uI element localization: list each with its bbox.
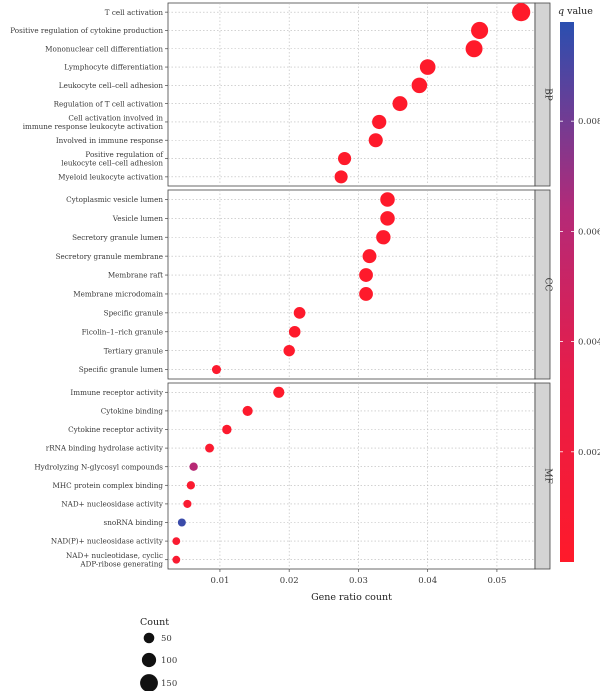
facet-strip (534, 382, 551, 570)
category-label: Membrane raft (108, 271, 163, 280)
data-point (372, 114, 387, 130)
data-point (411, 77, 428, 94)
data-point (359, 287, 373, 301)
category-label: Regulation of T cell activation (54, 99, 164, 108)
category-label: Hydrolyzing N-glycosyl compounds (34, 462, 163, 471)
category-label: Positive regulation of cytokine producti… (10, 26, 163, 35)
category-label: Leukocyte cell–cell adhesion (59, 81, 164, 90)
facet-strip-label: BP (543, 88, 553, 101)
category-label: Involved in immune response (56, 136, 163, 145)
facet-strip (534, 189, 551, 380)
data-point (273, 386, 285, 398)
data-point (293, 307, 306, 319)
category-label: Immune receptor activity (70, 388, 164, 397)
data-point (419, 59, 436, 75)
category-label: Myeloid leukocyte activation (58, 172, 163, 181)
data-point (242, 405, 253, 416)
facet-panel-cc: Cytoplasmic vesicle lumen Vesicle lumen Se… (56, 189, 553, 380)
data-point (222, 424, 232, 435)
data-point (172, 537, 181, 545)
x-tick-label: 0.03 (349, 576, 368, 586)
data-point (288, 325, 301, 338)
category-label: Membrane microdomain (73, 290, 163, 299)
facet-panels: T cell activation Positive regulation of … (10, 2, 553, 570)
data-point (471, 21, 489, 40)
colorbar-tick-label: 0.008 (578, 117, 600, 127)
data-point (380, 192, 395, 207)
category-label: Cytoplasmic vesicle lumen (66, 195, 163, 204)
category-label: T cell activation (105, 8, 164, 17)
data-point (183, 499, 192, 508)
data-point (338, 151, 352, 166)
data-point (380, 211, 395, 226)
category-label: Cytokine binding (101, 407, 164, 416)
colorbar-tick-label: 0.006 (578, 227, 600, 237)
category-label: Secretory granule membrane (56, 252, 163, 261)
category-label: snoRNA binding (104, 518, 164, 527)
category-label: Lymphocyte differentiation (64, 63, 163, 72)
category-label: Specific granule lumen (79, 365, 164, 374)
category-label: Vesicle lumen (112, 214, 164, 223)
facet-strip-label: MF (543, 468, 553, 483)
x-tick-label: 0.02 (280, 576, 299, 586)
colorbar-tick-label: 0.004 (578, 338, 600, 348)
q-value-colorbar: q value 0.002 0.004 0.006 0.008 (558, 6, 600, 562)
category-label: Mononuclear cell differentiation (45, 44, 163, 53)
data-point (211, 365, 222, 375)
x-tick-label: 0.04 (418, 576, 437, 586)
facet-strip-label: CC (543, 278, 553, 292)
facet-strip (534, 2, 551, 187)
size-legend-dot (141, 652, 157, 668)
size-legend-label: 150 (161, 679, 177, 689)
x-tick-label: 0.01 (210, 576, 229, 586)
colorbar-title: q value (558, 6, 593, 17)
data-point (177, 518, 186, 527)
colorbar-tick-label: 0.002 (578, 448, 600, 458)
size-legend-title: Count (140, 617, 169, 628)
count-size-legend: Count 50 100 150 (140, 617, 177, 691)
category-label: rRNA binding hydrolase activity (46, 444, 164, 453)
data-point (205, 443, 214, 453)
category-label: Cell activation involved in immune respon… (23, 113, 164, 131)
data-point (465, 40, 483, 58)
category-label: Tertiary granule (104, 346, 163, 355)
size-legend-dot (140, 674, 158, 691)
size-legend-dot (143, 632, 155, 644)
category-label: NAD(P)+ nucleosidase activity (51, 537, 164, 546)
data-point (512, 3, 531, 22)
category-label: NAD+ nucleosidase activity (61, 500, 164, 509)
data-point (172, 555, 181, 564)
x-axis-title: Gene ratio count (311, 592, 392, 603)
panel-border (167, 382, 536, 570)
facet-panel-bp: T cell activation Positive regulation of … (10, 2, 553, 187)
data-point (189, 462, 198, 471)
category-label: NAD+ nucleotidase, cyclic ADP-ribose gene… (66, 551, 163, 569)
data-point (334, 170, 348, 184)
data-point (376, 230, 391, 245)
x-tick-label: 0.05 (487, 576, 506, 586)
size-legend-label: 100 (161, 656, 177, 666)
data-point (359, 268, 373, 282)
facet-panel-mf: Immune receptor activity Cytokine binding… (34, 382, 553, 570)
category-label: Secretory granule lumen (72, 233, 163, 242)
panel-border (167, 189, 536, 380)
data-point (362, 249, 377, 264)
size-legend-label: 50 (161, 634, 172, 644)
category-label: Specific granule (104, 308, 163, 317)
data-point (283, 344, 295, 357)
data-point (186, 481, 196, 490)
data-point (392, 96, 408, 112)
category-label: Ficolin–1–rich granule (82, 327, 163, 336)
category-label: Positive regulation of leukocyte cell–cel… (61, 150, 164, 168)
category-label: MHC protein complex binding (53, 481, 164, 490)
data-point (368, 133, 383, 148)
x-axis: 0.01 0.02 0.03 0.04 0.05 Gene ratio count (210, 569, 506, 603)
category-label: Cytokine receptor activity (68, 425, 164, 434)
colorbar-gradient (560, 22, 574, 562)
